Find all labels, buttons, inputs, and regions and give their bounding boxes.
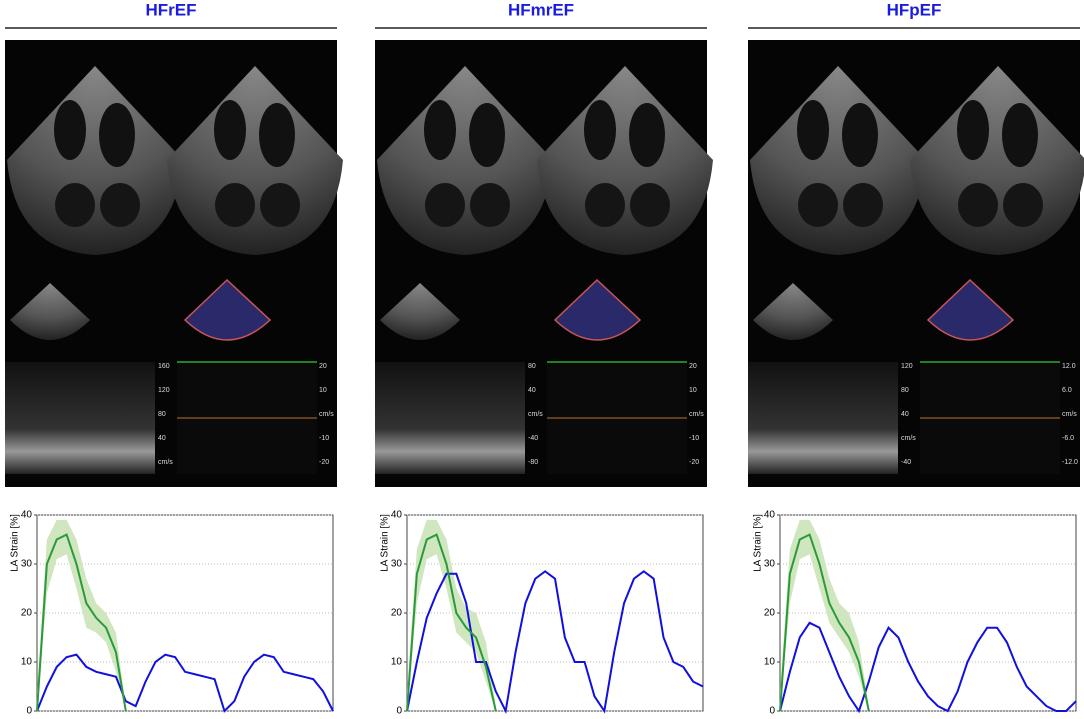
strain-curve: [779, 621, 1077, 714]
doppler-scale-label: cm/s: [319, 411, 334, 418]
doppler-scale-label: 80: [158, 411, 166, 418]
chamber: [214, 100, 246, 160]
chamber: [584, 100, 616, 160]
confidence-band: [780, 519, 869, 711]
small-fan: [753, 283, 833, 340]
color-fan: [553, 278, 642, 341]
chamber: [843, 183, 883, 227]
strain-curve: [36, 653, 334, 713]
panel-title: HFrEF: [146, 0, 197, 19]
chamber: [629, 103, 665, 167]
doppler-scale-label: -40: [901, 459, 911, 466]
doppler-scale-label: cm/s: [901, 435, 916, 442]
color-fan: [926, 278, 1015, 341]
y-axis-label: LA Strain [%]: [10, 514, 21, 572]
y-tick-label: 30: [391, 559, 403, 570]
doppler-scale-label: -10: [689, 435, 699, 442]
doppler-scale-label: cm/s: [158, 459, 173, 466]
chamber: [797, 100, 829, 160]
doppler-scale-label: -20: [319, 459, 329, 466]
y-axis-label: LA Strain [%]: [753, 514, 764, 572]
small-fan: [10, 283, 90, 340]
y-tick-label: 0: [26, 706, 32, 717]
y-tick-label: 40: [764, 510, 776, 521]
panel-title: HFpEF: [887, 0, 942, 19]
strain-curve: [406, 533, 497, 712]
chamber: [424, 100, 456, 160]
chamber: [585, 183, 625, 227]
chamber: [259, 103, 295, 167]
doppler-scale-label: 40: [901, 411, 909, 418]
doppler-scale-label: 10: [319, 387, 327, 394]
doppler-scale-label: cm/s: [1062, 411, 1077, 418]
chamber: [260, 183, 300, 227]
y-tick-label: 10: [21, 657, 33, 668]
y-tick-label: 20: [391, 608, 403, 619]
y-tick-label: 10: [764, 657, 776, 668]
chamber: [55, 183, 95, 227]
doppler-scale-label: -6.0: [1062, 435, 1074, 442]
doppler-scale-label: 40: [528, 387, 536, 394]
chamber: [54, 100, 86, 160]
doppler-scale-label: 10: [689, 387, 697, 394]
chamber: [215, 183, 255, 227]
chamber: [470, 183, 510, 227]
doppler-scale-label: -20: [689, 459, 699, 466]
doppler-scale-label: -10: [319, 435, 329, 442]
doppler-strip: [748, 362, 898, 474]
chamber: [842, 103, 878, 167]
chamber: [798, 183, 838, 227]
doppler-scale-label: 80: [528, 363, 536, 370]
doppler-strip: [375, 362, 525, 474]
doppler-scale-label: 120: [901, 363, 913, 370]
doppler-scale-label: cm/s: [689, 411, 704, 418]
small-fan: [380, 283, 460, 340]
doppler-scale-label: cm/s: [528, 411, 543, 418]
y-tick-label: 20: [764, 608, 776, 619]
doppler-scale-label: 12.0: [1062, 363, 1076, 370]
y-tick-label: 40: [391, 510, 403, 521]
doppler-scale-label: 20: [319, 363, 327, 370]
y-axis-label: LA Strain [%]: [380, 514, 391, 572]
doppler-scale-label: -80: [528, 459, 538, 466]
color-fan: [183, 278, 272, 341]
y-tick-label: 20: [21, 608, 33, 619]
y-tick-label: 0: [396, 706, 402, 717]
doppler-scale-label: 40: [158, 435, 166, 442]
chamber: [630, 183, 670, 227]
confidence-band: [37, 519, 126, 711]
doppler-scale-label: 160: [158, 363, 170, 370]
panel-title: HFmrEF: [508, 0, 574, 19]
y-tick-label: 40: [21, 510, 33, 521]
y-tick-label: 30: [21, 559, 33, 570]
chamber: [958, 183, 998, 227]
chamber: [425, 183, 465, 227]
y-tick-label: 10: [391, 657, 403, 668]
chamber: [957, 100, 989, 160]
doppler-scale-label: 20: [689, 363, 697, 370]
doppler-scale-label: 6.0: [1062, 387, 1072, 394]
chamber: [1003, 183, 1043, 227]
doppler-scale-label: 80: [901, 387, 909, 394]
doppler-scale-label: -40: [528, 435, 538, 442]
chamber: [100, 183, 140, 227]
strain-curve: [406, 570, 704, 715]
strain-curve: [36, 533, 127, 712]
chamber: [1002, 103, 1038, 167]
doppler-strip: [5, 362, 155, 474]
confidence-band: [407, 519, 496, 711]
y-tick-label: 0: [769, 706, 775, 717]
doppler-scale-label: -12.0: [1062, 459, 1078, 466]
y-tick-label: 30: [764, 559, 776, 570]
chamber: [99, 103, 135, 167]
chamber: [469, 103, 505, 167]
strain-curve: [779, 533, 870, 712]
doppler-scale-label: 120: [158, 387, 170, 394]
